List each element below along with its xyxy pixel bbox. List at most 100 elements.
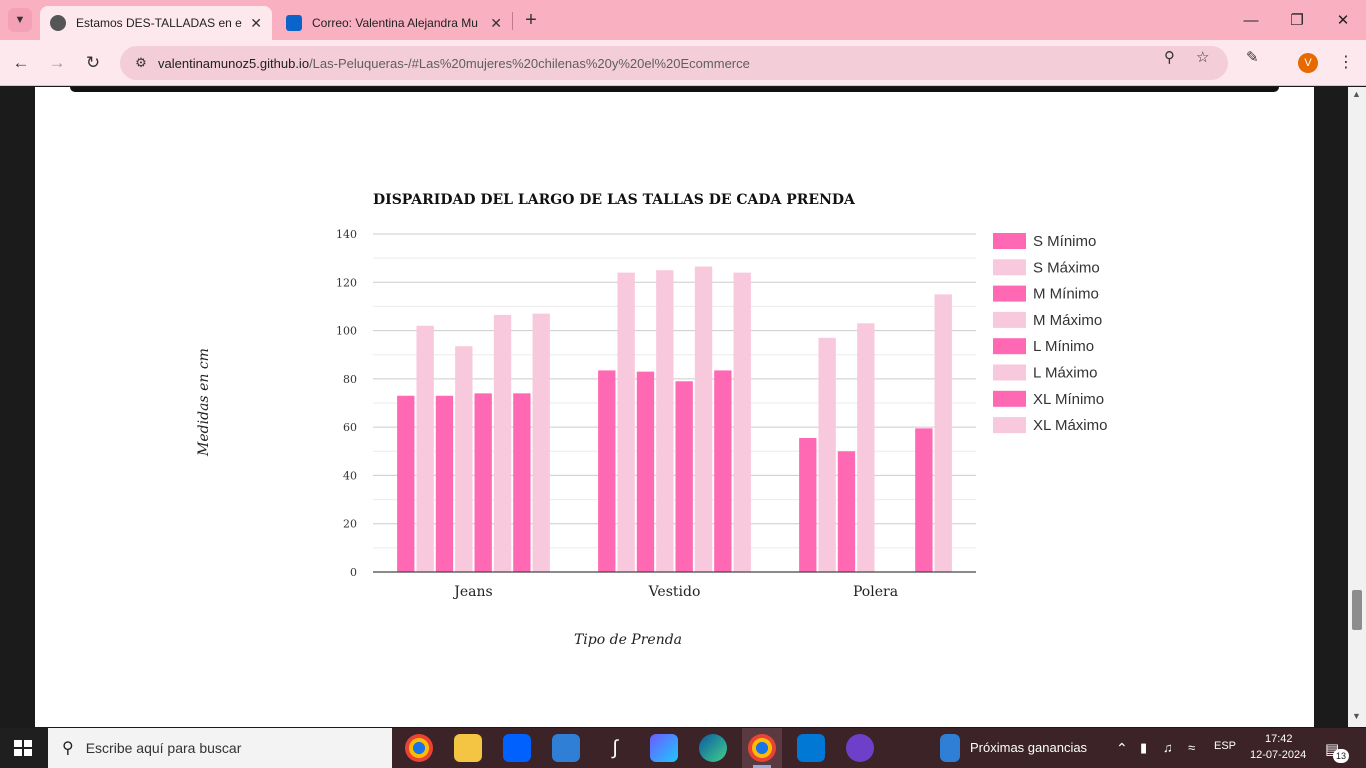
restore-button[interactable]: ❐	[1290, 12, 1304, 29]
close-tab-icon[interactable]: ✕	[490, 14, 502, 31]
legend-label: XL Mínimo	[1033, 391, 1104, 408]
bar-vestido-2[interactable]	[636, 371, 655, 572]
bar-jeans-1[interactable]	[416, 325, 434, 572]
bar-jeans-5[interactable]	[493, 314, 512, 572]
file-explorer-icon[interactable]	[454, 734, 482, 762]
bar-chart: 0 20 40 60 80 100 120 140 Jeans Vestido Polera S M…	[196, 192, 1107, 648]
zoom-icon[interactable]: ⚲	[1164, 49, 1175, 66]
bar-jeans-3[interactable]	[455, 346, 473, 572]
tab-title: Correo: Valentina Alejandra Mu	[312, 16, 478, 30]
close-tab-icon[interactable]: ✕	[250, 14, 262, 31]
legend-swatch	[993, 285, 1026, 302]
bar-vestido-4[interactable]	[675, 381, 693, 572]
taskbar: ⚲ Escribe aquí para buscar ∫ Próximas ga…	[0, 728, 1366, 768]
y-tick-label: 120	[336, 276, 357, 289]
active-indicator	[753, 765, 771, 768]
page-gutter-left	[0, 87, 35, 727]
back-arrow-icon[interactable]: ←	[12, 53, 30, 72]
x-axis-title: Tipo de Prenda	[574, 632, 682, 648]
clock-time[interactable]: 17:42	[1265, 733, 1293, 745]
y-tick-label: 0	[350, 566, 357, 579]
vertical-scrollbar[interactable]: ▲ ▼	[1348, 87, 1366, 727]
tab-title: Estamos DES-TALLADAS en el E	[76, 16, 243, 30]
y-tick-label: 100	[336, 325, 357, 338]
github-desktop-icon[interactable]	[846, 734, 874, 762]
language-indicator[interactable]: ESP	[1214, 740, 1237, 752]
copilot-icon[interactable]	[650, 734, 678, 762]
legend-swatch	[993, 417, 1026, 434]
tray-chevron-icon[interactable]: ⌃	[1116, 740, 1128, 756]
page-content: 0 20 40 60 80 100 120 140 Jeans Vestido Polera S M…	[35, 87, 1314, 727]
wifi-icon[interactable]: ≈	[1188, 740, 1196, 755]
url-text[interactable]: valentinamunoz5.github.io/Las-Peluqueras…	[158, 55, 750, 71]
scroll-thumb[interactable]	[1352, 590, 1362, 630]
y-tick-label: 20	[343, 518, 357, 531]
clock-date[interactable]: 12-07-2024	[1250, 749, 1307, 761]
scroll-down-icon[interactable]: ▼	[1352, 711, 1361, 721]
tab-divider	[512, 12, 513, 30]
bookmark-star-icon[interactable]: ☆	[1196, 49, 1210, 66]
bar-vestido-7[interactable]	[733, 272, 751, 572]
bar-jeans-6[interactable]	[513, 393, 531, 572]
y-tick-label: 140	[336, 228, 357, 241]
tab-strip: ▼ Estamos DES-TALLADAS en el E ✕ Correo:…	[0, 0, 1366, 40]
bar-polera-3[interactable]	[857, 323, 875, 572]
search-icon: ⚲	[62, 740, 74, 757]
minimize-button[interactable]: —	[1243, 11, 1259, 29]
vscode-icon[interactable]	[797, 734, 825, 762]
bar-jeans-4[interactable]	[474, 393, 492, 572]
legend-label: S Máximo	[1033, 259, 1100, 276]
windows-start-icon[interactable]	[14, 740, 32, 756]
notification-count-badge: 13	[1333, 749, 1349, 763]
edge-icon[interactable]	[699, 734, 727, 762]
address-bar[interactable]: ⚙ valentinamunoz5.github.io/Las-Peluquer…	[120, 46, 1228, 80]
bar-vestido-3[interactable]	[656, 270, 674, 572]
legend-label: L Mínimo	[1033, 338, 1094, 355]
bar-polera-6[interactable]	[915, 428, 933, 572]
reload-icon[interactable]: ↻	[85, 53, 101, 72]
bar-polera-2[interactable]	[837, 451, 856, 572]
x-category-label: Polera	[853, 584, 898, 600]
chrome-icon[interactable]	[405, 734, 433, 762]
legend-swatch	[993, 233, 1026, 249]
scroll-up-icon[interactable]: ▲	[1352, 89, 1361, 99]
legend-label: XL Máximo	[1033, 417, 1107, 434]
tab-outlook[interactable]: Correo: Valentina Alejandra Mu ✕	[276, 6, 512, 40]
tab-search-chevron-icon[interactable]: ▼	[8, 8, 32, 32]
battery-icon[interactable]: ▮	[1140, 740, 1148, 755]
browser-toolbar: ← → ↻ ⚙ valentinamunoz5.github.io/Las-Pe…	[0, 40, 1366, 86]
legend-label: M Mínimo	[1033, 286, 1099, 303]
new-tab-button[interactable]: +	[525, 9, 537, 31]
menu-kebab-icon[interactable]: ⋮	[1338, 54, 1354, 71]
y-tick-label: 40	[343, 469, 357, 482]
profile-avatar[interactable]: V	[1298, 53, 1318, 73]
bar-polera-1[interactable]	[818, 337, 836, 572]
extensions-icon[interactable]: ✎	[1246, 49, 1259, 66]
mail-icon[interactable]	[552, 734, 580, 762]
widget-text[interactable]: Próximas ganancias	[970, 740, 1088, 755]
bar-vestido-0[interactable]	[598, 370, 616, 572]
tab-active[interactable]: Estamos DES-TALLADAS en el E ✕	[40, 6, 272, 40]
dropbox-icon[interactable]	[503, 734, 531, 762]
globe-icon	[50, 15, 66, 31]
outlook-icon	[286, 15, 302, 31]
bar-jeans-0[interactable]	[397, 395, 415, 572]
bar-jeans-2[interactable]	[435, 395, 454, 572]
forward-arrow-icon[interactable]: →	[48, 53, 66, 72]
sketch-icon[interactable]: ∫	[601, 734, 629, 762]
bar-polera-7[interactable]	[934, 294, 952, 572]
volume-icon[interactable]: ♫	[1163, 740, 1173, 755]
legend-swatch	[993, 338, 1026, 355]
bar-vestido-1[interactable]	[617, 272, 635, 572]
legend-swatch	[993, 364, 1026, 381]
taskbar-search[interactable]: ⚲ Escribe aquí para buscar	[48, 728, 392, 768]
bar-vestido-6[interactable]	[714, 370, 732, 572]
bar-jeans-7[interactable]	[532, 313, 550, 572]
legend-label: M Máximo	[1033, 312, 1102, 329]
site-settings-icon[interactable]: ⚙	[135, 55, 147, 70]
chrome-profile-icon[interactable]	[748, 734, 776, 762]
stocks-widget-icon[interactable]	[940, 734, 960, 762]
bar-polera-0[interactable]	[799, 438, 817, 572]
bar-vestido-5[interactable]	[694, 266, 713, 572]
close-window-button[interactable]: ✕	[1336, 12, 1350, 29]
